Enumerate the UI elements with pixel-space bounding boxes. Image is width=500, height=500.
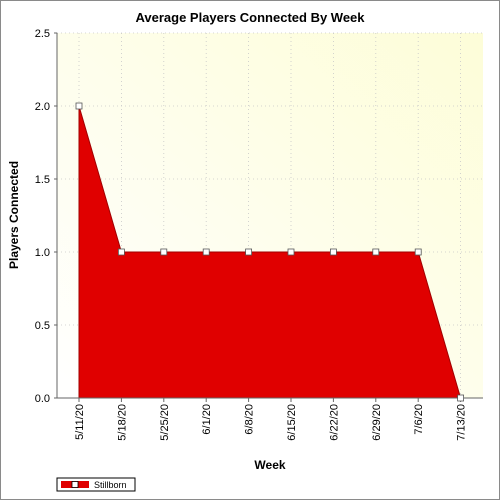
series-area-fill xyxy=(78,105,462,399)
x-tick-label: 7/6/20 xyxy=(413,404,425,435)
x-tick-label: 7/13/20 xyxy=(456,404,468,441)
series-area xyxy=(78,105,462,399)
x-tick-label: 6/8/20 xyxy=(244,404,256,435)
x-tick-label: 5/25/20 xyxy=(159,404,171,441)
data-point-marker xyxy=(75,102,83,110)
data-point-marker xyxy=(329,248,337,256)
legend-label: Stillborn xyxy=(94,480,127,490)
data-point-marker xyxy=(160,248,168,256)
data-point-marker xyxy=(202,248,210,256)
chart-title: Average Players Connected By Week xyxy=(135,10,365,25)
y-tick-label: 2.5 xyxy=(35,28,50,40)
x-axis-ticks: 5/11/20 5/18/20 5/25/20 6/1/20 6/8/20 6/15/20… xyxy=(74,398,468,441)
data-point-marker xyxy=(372,248,380,256)
data-point-marker xyxy=(414,248,422,256)
y-tick-label: 0.5 xyxy=(35,320,50,332)
legend: Stillborn xyxy=(56,477,136,492)
x-tick-label: 6/22/20 xyxy=(328,404,340,441)
data-point-marker xyxy=(118,248,125,256)
data-points xyxy=(75,102,465,402)
y-axis-label: Players Connected xyxy=(7,161,21,269)
x-axis-label: Week xyxy=(254,458,285,472)
data-point-marker xyxy=(457,394,465,402)
x-tick-label: 5/18/20 xyxy=(116,404,128,441)
y-tick-label: 1.5 xyxy=(35,174,50,186)
y-tick-label: 0.0 xyxy=(35,393,50,405)
x-tick-label: 5/11/20 xyxy=(74,404,86,440)
x-tick-label: 6/1/20 xyxy=(201,404,213,435)
y-tick-label: 1.0 xyxy=(35,247,50,259)
y-tick-label: 2.0 xyxy=(35,101,50,113)
data-point-marker xyxy=(287,248,295,256)
y-axis-ticks: 0.0 0.5 1.0 1.5 2.0 2.5 xyxy=(35,28,57,405)
x-tick-label: 6/15/20 xyxy=(286,404,298,441)
data-point-marker xyxy=(245,248,253,256)
x-tick-label: 6/29/20 xyxy=(371,404,383,441)
legend-marker xyxy=(71,481,79,488)
